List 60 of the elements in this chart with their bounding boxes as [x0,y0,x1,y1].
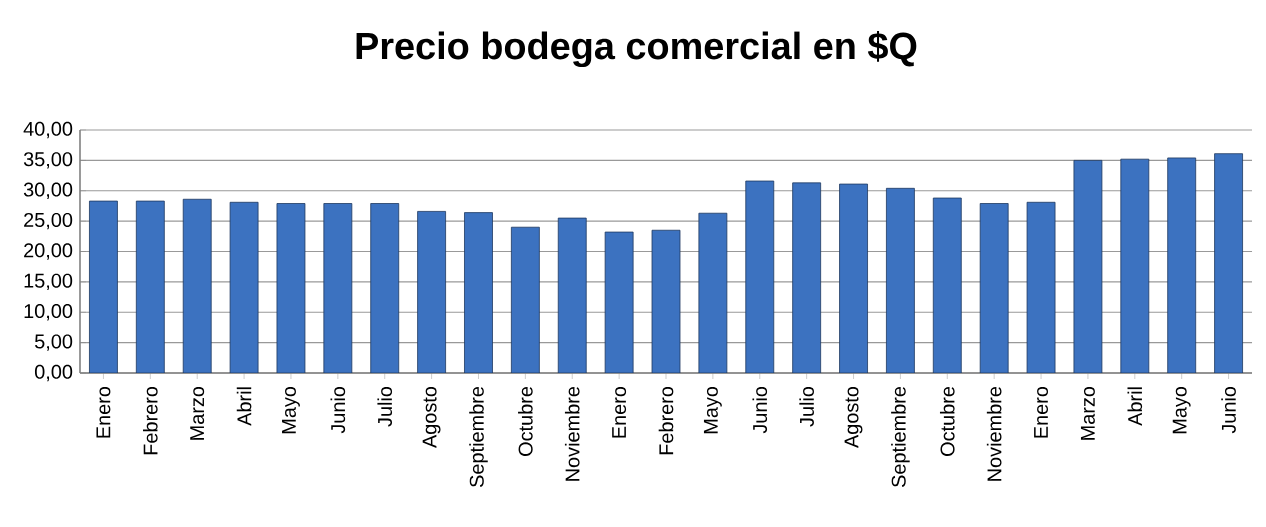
x-tick-label: Marzo [1080,386,1095,440]
bar [276,203,306,373]
y-tick-label: 30,00 [23,182,73,199]
bar [651,229,681,373]
x-tick-label: Enero [96,386,111,438]
bar [370,203,400,373]
bar [979,203,1009,373]
x-tick-label: Febrero [658,386,674,455]
bar [698,212,728,373]
y-tick-label: 35,00 [23,152,73,169]
bar [1167,157,1197,373]
x-tick-label: Junio [752,386,768,434]
bar [1214,153,1243,373]
x-tick-label: Mayo [282,386,300,434]
x-tick-label: Agosto [844,386,863,449]
x-tick-label: Agosto [422,386,441,449]
y-tick-label: 15,00 [24,273,73,291]
x-tick-label: Noviembre [564,386,580,481]
x-tick-label: Julio [799,386,814,427]
x-tick-label: Abril [1127,387,1143,426]
x-tick-label: Julio [377,386,393,427]
bar [839,183,868,373]
bar [604,231,634,373]
x-tick-label: Octubre [939,386,955,456]
bar [135,200,165,373]
bar [323,203,353,373]
x-tick-label: Junio [330,386,346,434]
x-tick-label: Marzo [190,386,205,440]
y-tick-label: 25,00 [24,212,73,230]
bar [886,187,915,373]
bar [1073,159,1103,373]
x-tick-label: Enero [1034,386,1048,438]
bar [1026,201,1056,373]
y-tick-label: 5,00 [34,334,73,351]
x-tick-label: Septiembre [891,386,910,488]
bar [417,211,446,373]
chart-title: Precio bodega comercial en $Q [356,30,917,68]
x-tick-label: Noviembre [986,386,1002,481]
x-tick-label: Enero [612,386,627,438]
x-tick-label: Mayo [1172,386,1191,434]
bar [510,226,540,373]
x-tick-label: Septiembre [469,386,488,488]
bar [792,182,822,373]
bar [464,212,493,373]
y-tick-label: 10,00 [24,304,73,321]
bar [557,217,587,373]
x-tick-label: Junio [1221,386,1236,434]
y-tick-label: 0,00 [34,364,73,382]
y-tick-label: 40,00 [23,121,73,139]
bar [932,197,962,373]
x-tick-label: Octubre [518,386,533,456]
x-tick-label: Febrero [143,386,158,455]
x-tick-label: Mayo [703,386,722,434]
bar [1120,158,1150,373]
bar [182,198,212,373]
x-tick-label: Abril [236,387,252,426]
bar [89,200,118,373]
y-tick-label: 20,00 [24,243,73,260]
bar [229,201,259,373]
bar [745,180,775,373]
